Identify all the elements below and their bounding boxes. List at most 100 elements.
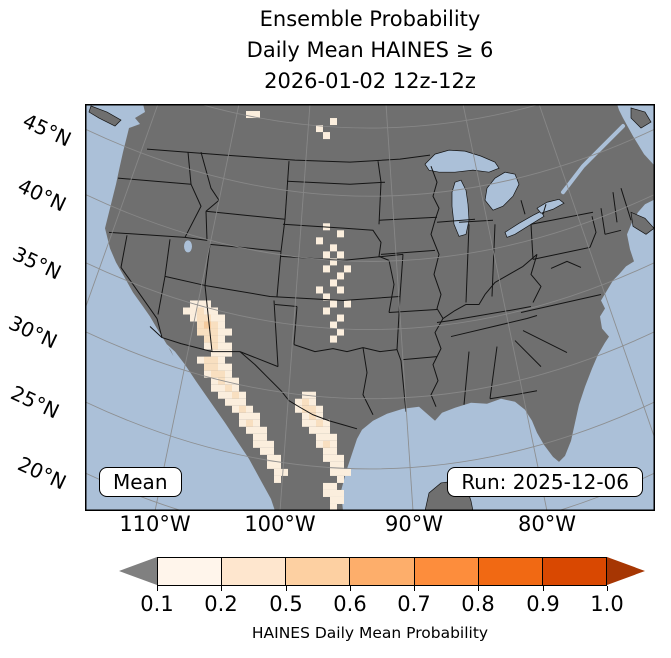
lake-ontario xyxy=(536,198,565,214)
border-ms-al xyxy=(463,351,470,405)
probability-cell xyxy=(260,433,267,441)
probability-cell xyxy=(204,370,211,378)
border-mo-river-ne xyxy=(344,227,390,261)
probability-cell xyxy=(274,468,281,476)
parallel-45n xyxy=(85,128,655,197)
border-ar-la xyxy=(402,356,438,361)
border-az-nm xyxy=(204,285,213,352)
lake-huron xyxy=(484,171,520,211)
lat-label-20n: 20°N xyxy=(14,451,70,495)
probability-cell xyxy=(211,356,218,364)
figure-title: Ensemble Probability Daily Mean HAINES ≥… xyxy=(85,4,655,97)
probability-cell xyxy=(211,307,218,315)
probability-cell xyxy=(197,321,204,329)
probability-cell xyxy=(323,132,330,140)
border-tx-100w xyxy=(293,306,298,345)
colorbar-tick-mark xyxy=(607,586,608,591)
probability-cell xyxy=(211,370,218,378)
probability-cell xyxy=(330,279,337,287)
probability-cell xyxy=(330,482,337,490)
meridian-100w xyxy=(279,104,311,511)
probability-cell xyxy=(274,475,281,483)
probability-cell xyxy=(330,440,337,448)
border-mt-south xyxy=(205,210,286,220)
probability-cell xyxy=(204,314,211,322)
lat-label-35n: 35°N xyxy=(9,241,65,285)
probability-cell xyxy=(253,426,260,434)
border-rio-grande xyxy=(239,351,358,430)
cbar-tick-0.6: 0.6 xyxy=(333,592,367,616)
probability-cell xyxy=(246,111,253,119)
probability-cell xyxy=(323,440,330,448)
cbar-tick-0.5: 0.5 xyxy=(269,592,303,616)
probability-cell xyxy=(218,342,225,350)
probability-cell xyxy=(344,265,351,273)
probability-cell xyxy=(225,370,232,378)
probability-cell xyxy=(344,468,351,476)
probability-cell xyxy=(323,251,330,259)
probability-cell xyxy=(337,468,344,476)
probability-cell xyxy=(218,391,225,399)
probability-cell xyxy=(274,454,281,462)
probability-cell xyxy=(337,328,344,336)
probability-cell xyxy=(330,496,337,504)
border-wv-va xyxy=(530,254,542,303)
colorbar-tick-mark xyxy=(157,586,158,591)
lake-erie xyxy=(504,210,545,238)
probability-cell xyxy=(323,293,330,301)
border-wi-il xyxy=(436,218,476,223)
probability-cell xyxy=(302,405,309,413)
probability-cell xyxy=(302,412,309,420)
border-ca-nv xyxy=(120,235,158,319)
probability-cell xyxy=(204,300,211,308)
meridian-110w xyxy=(154,104,240,511)
probability-cell xyxy=(274,461,281,469)
probability-cell xyxy=(204,363,211,371)
probability-cell xyxy=(337,314,344,322)
probability-cell xyxy=(218,328,225,336)
probability-cell xyxy=(225,342,232,350)
probability-cell xyxy=(337,461,344,469)
colorbar-segment xyxy=(413,558,478,585)
border-ga-fl xyxy=(489,390,538,400)
colorbar-over-arrow xyxy=(607,557,645,585)
nova-scotia xyxy=(630,211,655,235)
probability-cell xyxy=(253,412,260,420)
probability-cell xyxy=(260,447,267,455)
probability-cell xyxy=(316,412,323,420)
probability-cell xyxy=(330,433,337,441)
probability-cell xyxy=(344,300,351,308)
probability-cell xyxy=(204,321,211,329)
pacific-ocean xyxy=(85,104,275,511)
probability-cell xyxy=(330,503,337,511)
border-mn-wi-mississippi xyxy=(430,165,444,319)
border-ky-tn xyxy=(436,306,532,324)
border-mt-id xyxy=(200,151,220,212)
cbar-tick-0.2: 0.2 xyxy=(204,592,238,616)
probability-cell xyxy=(323,482,330,490)
probability-cell xyxy=(211,342,218,350)
border-tx-panhandle-north xyxy=(274,303,298,307)
probability-cell xyxy=(330,468,337,476)
probability-cell xyxy=(295,398,302,406)
map-axes: Mean Run: 2025-12-06 xyxy=(85,104,655,511)
probability-cell xyxy=(267,454,274,462)
lon-label-80w: 80°W xyxy=(518,512,576,536)
colorbar-tick-mark xyxy=(542,586,544,591)
border-nc-va xyxy=(520,293,602,314)
title-line-1: Ensemble Probability xyxy=(259,7,481,31)
colorbar-tick-mark xyxy=(414,586,416,591)
probability-cell xyxy=(197,300,204,308)
lat-label-30n: 30°N xyxy=(5,310,61,354)
probability-cell xyxy=(316,440,323,448)
probability-cell xyxy=(211,363,218,371)
probability-cell xyxy=(246,426,253,434)
probability-cell xyxy=(211,384,218,392)
lon-label-100w: 100°W xyxy=(244,512,316,536)
probability-cell xyxy=(323,447,330,455)
probability-cell xyxy=(316,405,323,413)
probability-cell xyxy=(337,251,344,259)
border-tn-south-35n xyxy=(450,315,538,338)
probability-cell xyxy=(253,111,260,119)
title-line-3: 2026-01-02 12z-12z xyxy=(264,69,476,93)
